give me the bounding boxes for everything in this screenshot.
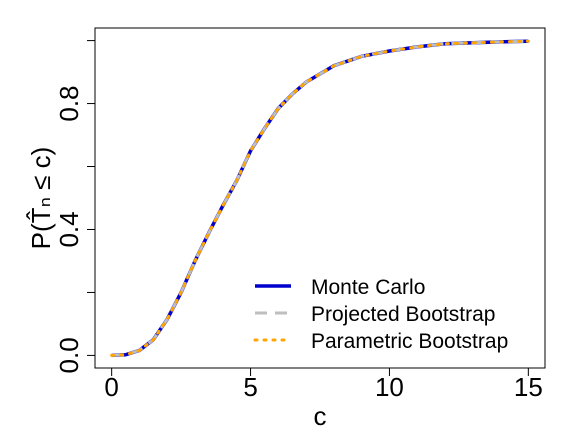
x-tick-label: 15 <box>514 372 543 402</box>
legend-label: Projected Bootstrap <box>311 303 495 326</box>
plot-frame <box>94 27 546 369</box>
y-tick-label: 0.8 <box>54 85 84 121</box>
legend-label: Parametric Bootstrap <box>311 330 508 353</box>
legend-label: Monte Carlo <box>311 276 425 299</box>
x-tick-label: 5 <box>243 372 257 402</box>
y-tick-label: 0.4 <box>54 211 84 247</box>
series-line <box>110 39 530 357</box>
x-tick-label: 0 <box>104 372 118 402</box>
y-axis-label: P(T̂ₙ ≤ c) <box>26 147 56 250</box>
y-tick-label: 0.0 <box>54 337 84 373</box>
x-tick-label: 10 <box>375 372 404 402</box>
x-axis-label: c <box>314 401 327 431</box>
